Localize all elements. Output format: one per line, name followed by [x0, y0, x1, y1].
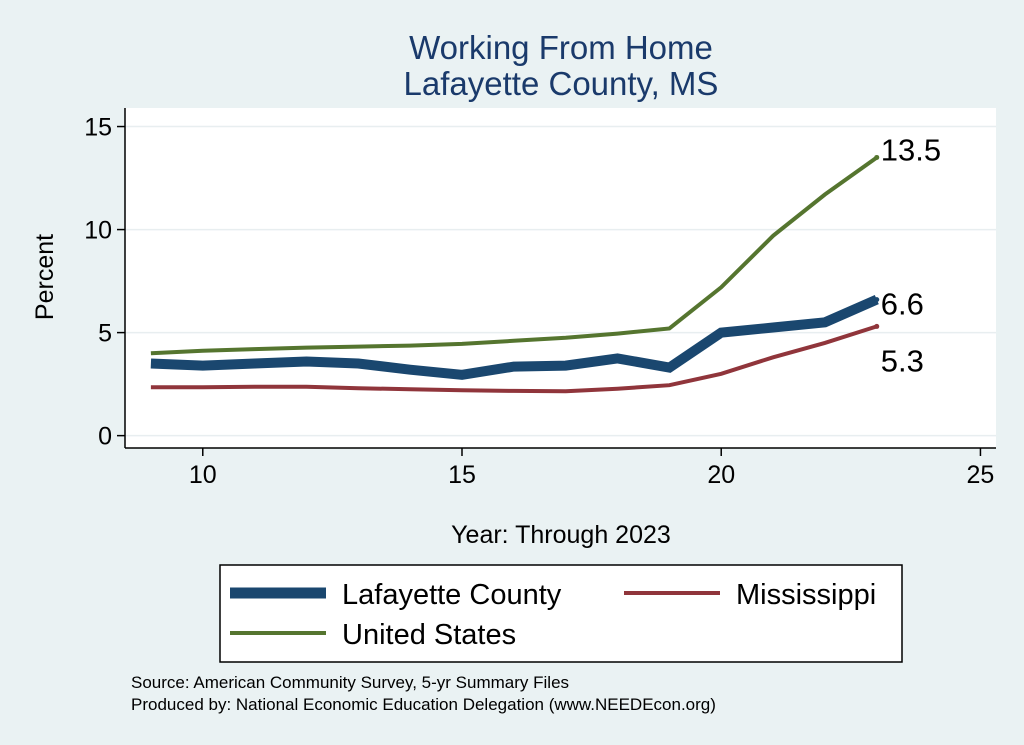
y-tick-label-0: 0 [98, 423, 112, 451]
end-labels: 6.6 5.3 13.5 [881, 132, 941, 378]
series-line-mississippi [150, 324, 878, 394]
legend-label-lafayette: Lafayette County [342, 579, 562, 611]
legend-label-mississippi: Mississippi [736, 579, 876, 611]
y-tick-label-5: 5 [98, 320, 112, 348]
producer-note: Produced by: National Economic Education… [131, 695, 716, 714]
x-tick-label-25: 25 [967, 461, 995, 489]
end-label-mississippi: 5.3 [881, 343, 924, 378]
end-label-united-states: 13.5 [881, 132, 941, 167]
x-axis-title: Year: Through 2023 [451, 521, 671, 549]
axes: 0 5 10 15 10 15 20 25 [84, 108, 996, 489]
source-note: Source: American Community Survey, 5-yr … [131, 673, 569, 692]
series-line-united-states [150, 155, 878, 356]
chart-subtitle: Lafayette County, MS [404, 65, 719, 102]
y-tick-label-15: 15 [84, 114, 112, 142]
series-line-lafayette-county [150, 295, 879, 380]
y-tick-label-10: 10 [84, 217, 112, 245]
legend-label-united-states: United States [342, 619, 516, 651]
end-point-united-states [874, 154, 880, 160]
x-tick-label-10: 10 [189, 461, 217, 489]
x-tick-label-20: 20 [707, 461, 735, 489]
x-tick-label-15: 15 [448, 461, 476, 489]
chart-title: Working From Home [409, 29, 713, 66]
end-point-lafayette-county [874, 297, 880, 303]
legend-box [219, 564, 903, 663]
plot-area [125, 108, 996, 448]
series-layer [150, 154, 880, 394]
end-point-mississippi [874, 323, 880, 329]
y-axis-title: Percent [31, 234, 59, 320]
end-label-lafayette-county: 6.6 [881, 287, 924, 322]
legend: Lafayette County Mississippi United Stat… [219, 564, 903, 663]
